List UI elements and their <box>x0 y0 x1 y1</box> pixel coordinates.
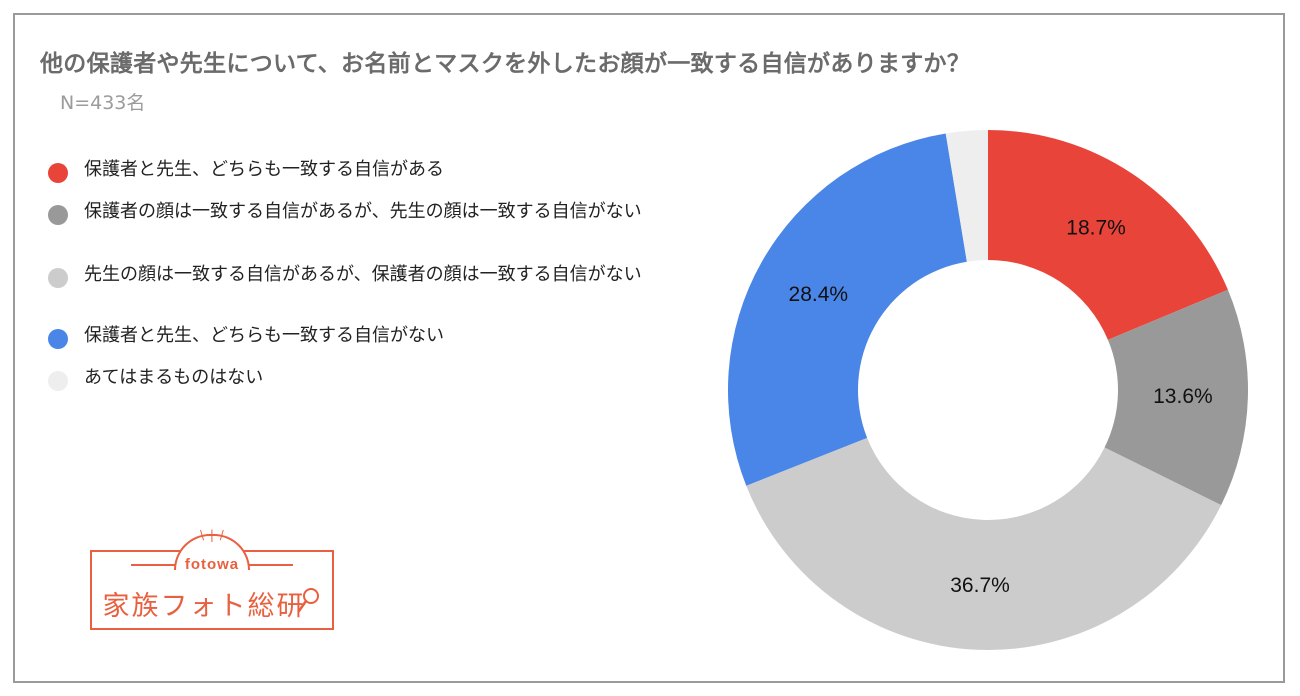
legend-label: 保護者と先生、どちらも一致する自信がある <box>84 159 444 180</box>
pie-slice <box>728 133 967 486</box>
donut-chart: 18.7% 13.6% 36.7% 28.4% <box>728 130 1248 650</box>
pie-slice <box>988 130 1228 340</box>
pie-slice <box>746 437 1222 650</box>
legend-swatch <box>48 268 68 288</box>
legend-swatch <box>48 205 68 225</box>
slice-label: 28.4% <box>789 283 849 306</box>
legend-label: 保護者と先生、どちらも一致する自信がない <box>84 325 444 346</box>
legend-swatch <box>48 329 68 349</box>
slice-label: 13.6% <box>1153 385 1213 408</box>
sample-size: N=433名 <box>60 92 146 114</box>
logo-name: 家族フォト総研 <box>102 591 306 622</box>
logo-rays: \ | / <box>200 528 225 542</box>
chart-title: 他の保護者や先生について、お名前とマスクを外したお顔が一致する自信がありますか？ <box>40 51 971 77</box>
pie-slice <box>1104 289 1248 506</box>
legend-label: あてはまるものはない <box>84 367 264 388</box>
legend-label: 先生の顔は一致する自信があるが、保護者の顔は一致する自信がない <box>84 264 642 285</box>
pie-slice <box>945 130 988 262</box>
legend-label: 保護者の顔は一致する自信があるが、先生の顔は一致する自信がない <box>84 201 642 222</box>
logo-frame <box>90 550 334 630</box>
slice-label: 36.7% <box>950 574 1010 597</box>
legend-swatch <box>48 371 68 391</box>
magnifier-icon <box>297 588 319 613</box>
logo-brand: fotowa <box>88 556 336 573</box>
legend-swatch <box>48 163 68 183</box>
fotowa-logo: \ | / fotowa 家族フォト総研 <box>88 528 340 636</box>
slice-label: 18.7% <box>1066 217 1126 240</box>
